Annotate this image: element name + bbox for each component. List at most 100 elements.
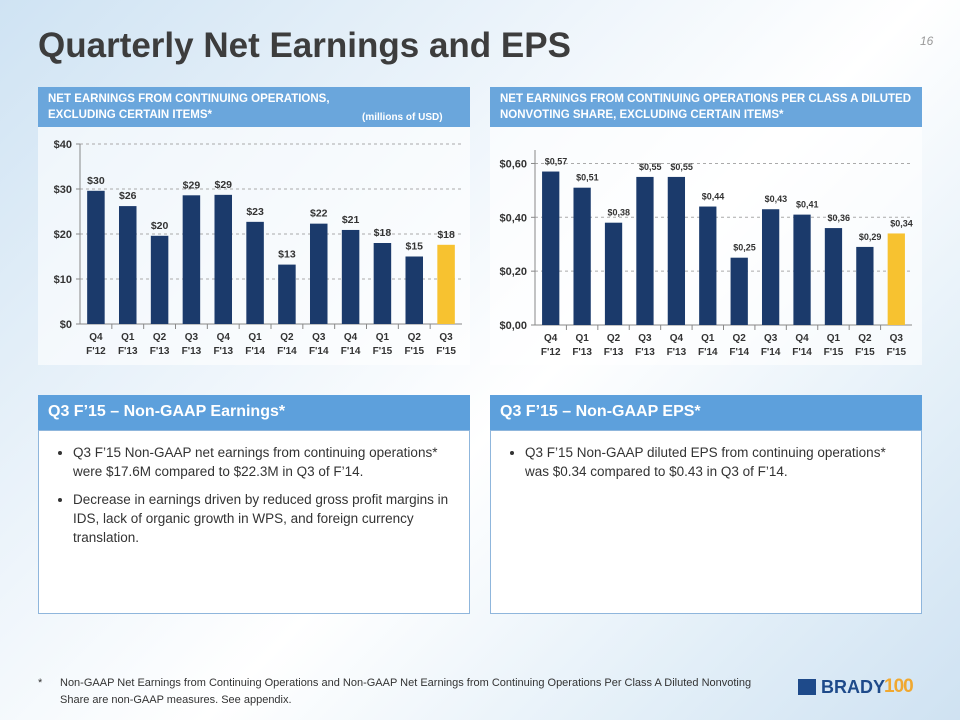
bar (761, 209, 780, 325)
bar (573, 187, 591, 325)
value-label: $0,29 (859, 232, 882, 242)
value-label: $29 (183, 179, 201, 191)
bar (373, 243, 392, 324)
value-label: $21 (342, 214, 360, 226)
bar (793, 214, 811, 325)
logo-icon (798, 679, 816, 695)
y-tick-label: $0,00 (499, 320, 527, 332)
bar (824, 228, 843, 325)
bar (856, 246, 874, 325)
x-tick-label: Q4 F'12 (541, 333, 561, 358)
value-label: $0,38 (608, 208, 631, 218)
value-label: $18 (374, 227, 392, 239)
x-tick-label: Q4 F'12 (86, 332, 106, 357)
y-tick-label: $30 (54, 184, 72, 196)
value-label: $0,55 (670, 162, 693, 172)
x-tick-label: Q2 F'13 (150, 332, 170, 357)
bar (341, 229, 360, 324)
value-label: $0,51 (576, 173, 599, 183)
x-tick-label: Q2 F'13 (604, 333, 624, 358)
x-tick-label: Q2 F'15 (404, 332, 424, 357)
y-tick-label: $0 (60, 319, 72, 331)
box-header: Q3 F’15 – Non-GAAP Earnings* (38, 395, 470, 430)
x-tick-label: Q2 F'14 (729, 333, 749, 358)
bar (667, 176, 686, 325)
x-tick-label: Q3 F'14 (309, 332, 329, 357)
value-label: $0,25 (733, 243, 756, 253)
value-label: $0,44 (702, 192, 725, 202)
footnote-text: Non-GAAP Net Earnings from Continuing Op… (60, 677, 752, 706)
value-label: $0,57 (545, 157, 568, 167)
x-tick-label: Q4 F'14 (792, 333, 812, 358)
value-label: $23 (246, 206, 264, 218)
box-header: Q3 F’15 – Non-GAAP EPS* (490, 395, 922, 430)
y-tick-label: $0,40 (499, 212, 527, 224)
y-tick-label: $0,20 (499, 266, 527, 278)
value-label: $20 (151, 220, 169, 232)
x-tick-label: Q1 F'13 (118, 332, 138, 357)
bar (730, 257, 748, 325)
bar (887, 233, 905, 325)
value-label: $0,55 (639, 162, 662, 172)
x-tick-label: Q3 F'15 (436, 332, 456, 357)
footnote: * Non-GAAP Net Earnings from Continuing … (38, 675, 758, 709)
value-label: $0,41 (796, 200, 819, 210)
value-label: $15 (405, 241, 423, 253)
slide-title: Quarterly Net Earnings and EPS (38, 26, 571, 65)
x-tick-label: Q1 F'15 (373, 332, 393, 357)
logo-name: BRADY (821, 677, 886, 697)
value-label: $13 (278, 249, 296, 261)
x-tick-label: Q1 F'14 (698, 333, 718, 358)
bullet: Decrease in earnings driven by reduced g… (73, 490, 455, 547)
bar (182, 195, 201, 324)
value-label: $0,34 (890, 218, 913, 228)
x-tick-label: Q1 F'13 (572, 333, 592, 358)
bar (542, 171, 560, 325)
footnote-marker: * (38, 677, 43, 689)
bar (118, 206, 137, 324)
y-tick-label: $40 (54, 139, 72, 151)
x-tick-label: Q3 F'14 (761, 333, 781, 358)
bar (87, 190, 105, 324)
x-tick-label: Q2 F'14 (277, 332, 297, 357)
y-tick-label: $10 (54, 274, 72, 286)
value-label: $22 (310, 208, 328, 220)
x-tick-label: Q3 F'13 (182, 332, 202, 357)
chart-header: NET EARNINGS FROM CONTINUING OPERATIONS … (490, 87, 922, 127)
bar (604, 222, 623, 325)
bar (636, 176, 654, 325)
x-tick-label: Q1 F'15 (824, 333, 844, 358)
x-tick-label: Q1 F'14 (245, 332, 265, 357)
chart-header: NET EARNINGS FROM CONTINUING OPERATIONS,… (38, 87, 470, 127)
x-tick-label: Q3 F'13 (635, 333, 655, 358)
box-body: Q3 F’15 Non-GAAP net earnings from conti… (38, 430, 470, 614)
bar (699, 206, 717, 325)
bar (278, 264, 296, 324)
value-label: $30 (87, 175, 105, 187)
bullet: Q3 F’15 Non-GAAP diluted EPS from contin… (525, 443, 907, 481)
y-tick-label: $0,60 (499, 158, 527, 170)
x-tick-label: Q3 F'15 (886, 333, 906, 358)
value-label: $0,36 (827, 213, 850, 223)
y-tick-label: $20 (54, 229, 72, 241)
value-label: $26 (119, 190, 137, 202)
chart-subtitle: (millions of USD) (362, 112, 443, 123)
value-label: $0,43 (765, 194, 788, 204)
x-tick-label: Q2 F'15 (855, 333, 875, 358)
bar (214, 194, 233, 324)
logo-number: 100 (884, 676, 914, 697)
bar (150, 235, 169, 324)
page-number: 16 (920, 34, 934, 48)
bullet: Q3 F’15 Non-GAAP net earnings from conti… (73, 443, 455, 481)
value-label: $18 (437, 229, 455, 241)
bar (405, 256, 424, 324)
bar (437, 244, 455, 324)
x-tick-label: Q4 F'13 (213, 332, 233, 357)
value-label: $29 (214, 179, 232, 191)
x-tick-label: Q4 F'13 (667, 333, 687, 358)
x-tick-label: Q4 F'14 (341, 332, 361, 357)
bar (246, 221, 264, 324)
bar (309, 223, 328, 324)
